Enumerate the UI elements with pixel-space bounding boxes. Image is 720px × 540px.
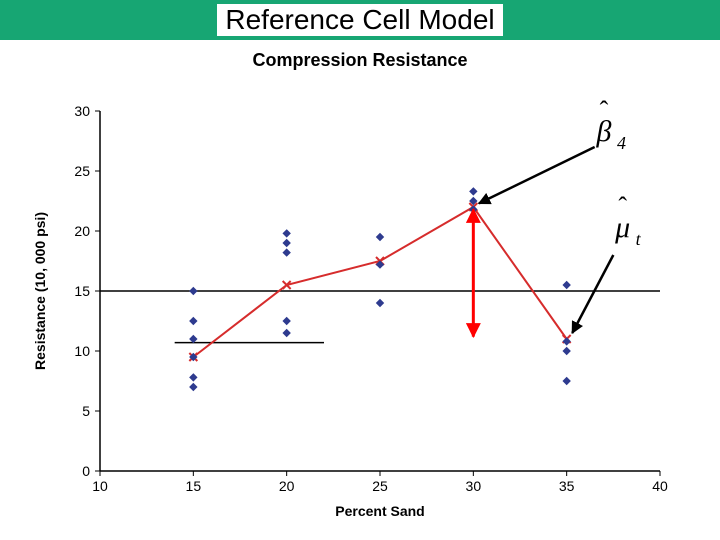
slide-title: Reference Cell Model bbox=[217, 4, 502, 36]
data-point bbox=[190, 384, 197, 391]
svg-text:4: 4 bbox=[617, 133, 626, 153]
data-point bbox=[190, 318, 197, 325]
data-point bbox=[563, 348, 570, 355]
y-tick-label: 15 bbox=[74, 283, 90, 299]
data-point bbox=[283, 330, 290, 337]
y-tick-label: 0 bbox=[82, 463, 90, 479]
data-point bbox=[283, 240, 290, 247]
formula-label: ˆμt bbox=[614, 192, 642, 249]
y-tick-label: 10 bbox=[74, 343, 90, 359]
data-point bbox=[470, 188, 477, 195]
data-point bbox=[190, 288, 197, 295]
mean-line bbox=[193, 207, 566, 357]
x-tick-label: 40 bbox=[652, 478, 668, 494]
pointer-arrow bbox=[479, 147, 595, 203]
x-tick-label: 25 bbox=[372, 478, 388, 494]
slide-banner: Reference Cell Model bbox=[0, 0, 720, 40]
data-point bbox=[563, 282, 570, 289]
svg-text:t: t bbox=[636, 229, 642, 249]
data-point bbox=[377, 300, 384, 307]
y-tick-label: 30 bbox=[74, 103, 90, 119]
data-point bbox=[190, 336, 197, 343]
pointer-arrow bbox=[572, 255, 613, 333]
x-tick-label: 15 bbox=[186, 478, 202, 494]
y-axis-label: Resistance (10, 000 psi) bbox=[32, 212, 48, 370]
data-point bbox=[283, 249, 290, 256]
y-tick-label: 20 bbox=[74, 223, 90, 239]
svg-text:μ: μ bbox=[614, 211, 630, 244]
data-point bbox=[563, 338, 570, 345]
chart-title: Compression Resistance bbox=[0, 50, 720, 71]
data-point bbox=[283, 318, 290, 325]
data-point bbox=[190, 374, 197, 381]
x-tick-label: 10 bbox=[92, 478, 108, 494]
y-tick-label: 25 bbox=[74, 163, 90, 179]
x-tick-label: 20 bbox=[279, 478, 295, 494]
chart-container: 0 5 10 15 20 25 30 10 15 20 25 30 35 40 Resistance (10… bbox=[0, 71, 720, 531]
x-tick-label: 30 bbox=[466, 478, 482, 494]
data-point bbox=[563, 378, 570, 385]
svg-text:β: β bbox=[596, 115, 612, 148]
x-tick-label: 35 bbox=[559, 478, 575, 494]
data-point bbox=[377, 234, 384, 241]
chart-svg: 0 5 10 15 20 25 30 10 15 20 25 30 35 40 Resistance (10… bbox=[0, 71, 720, 531]
y-tick-label: 5 bbox=[82, 403, 90, 419]
data-point bbox=[283, 230, 290, 237]
formula-label: ˆβ4 bbox=[596, 96, 626, 153]
x-axis-label: Percent Sand bbox=[335, 503, 424, 519]
